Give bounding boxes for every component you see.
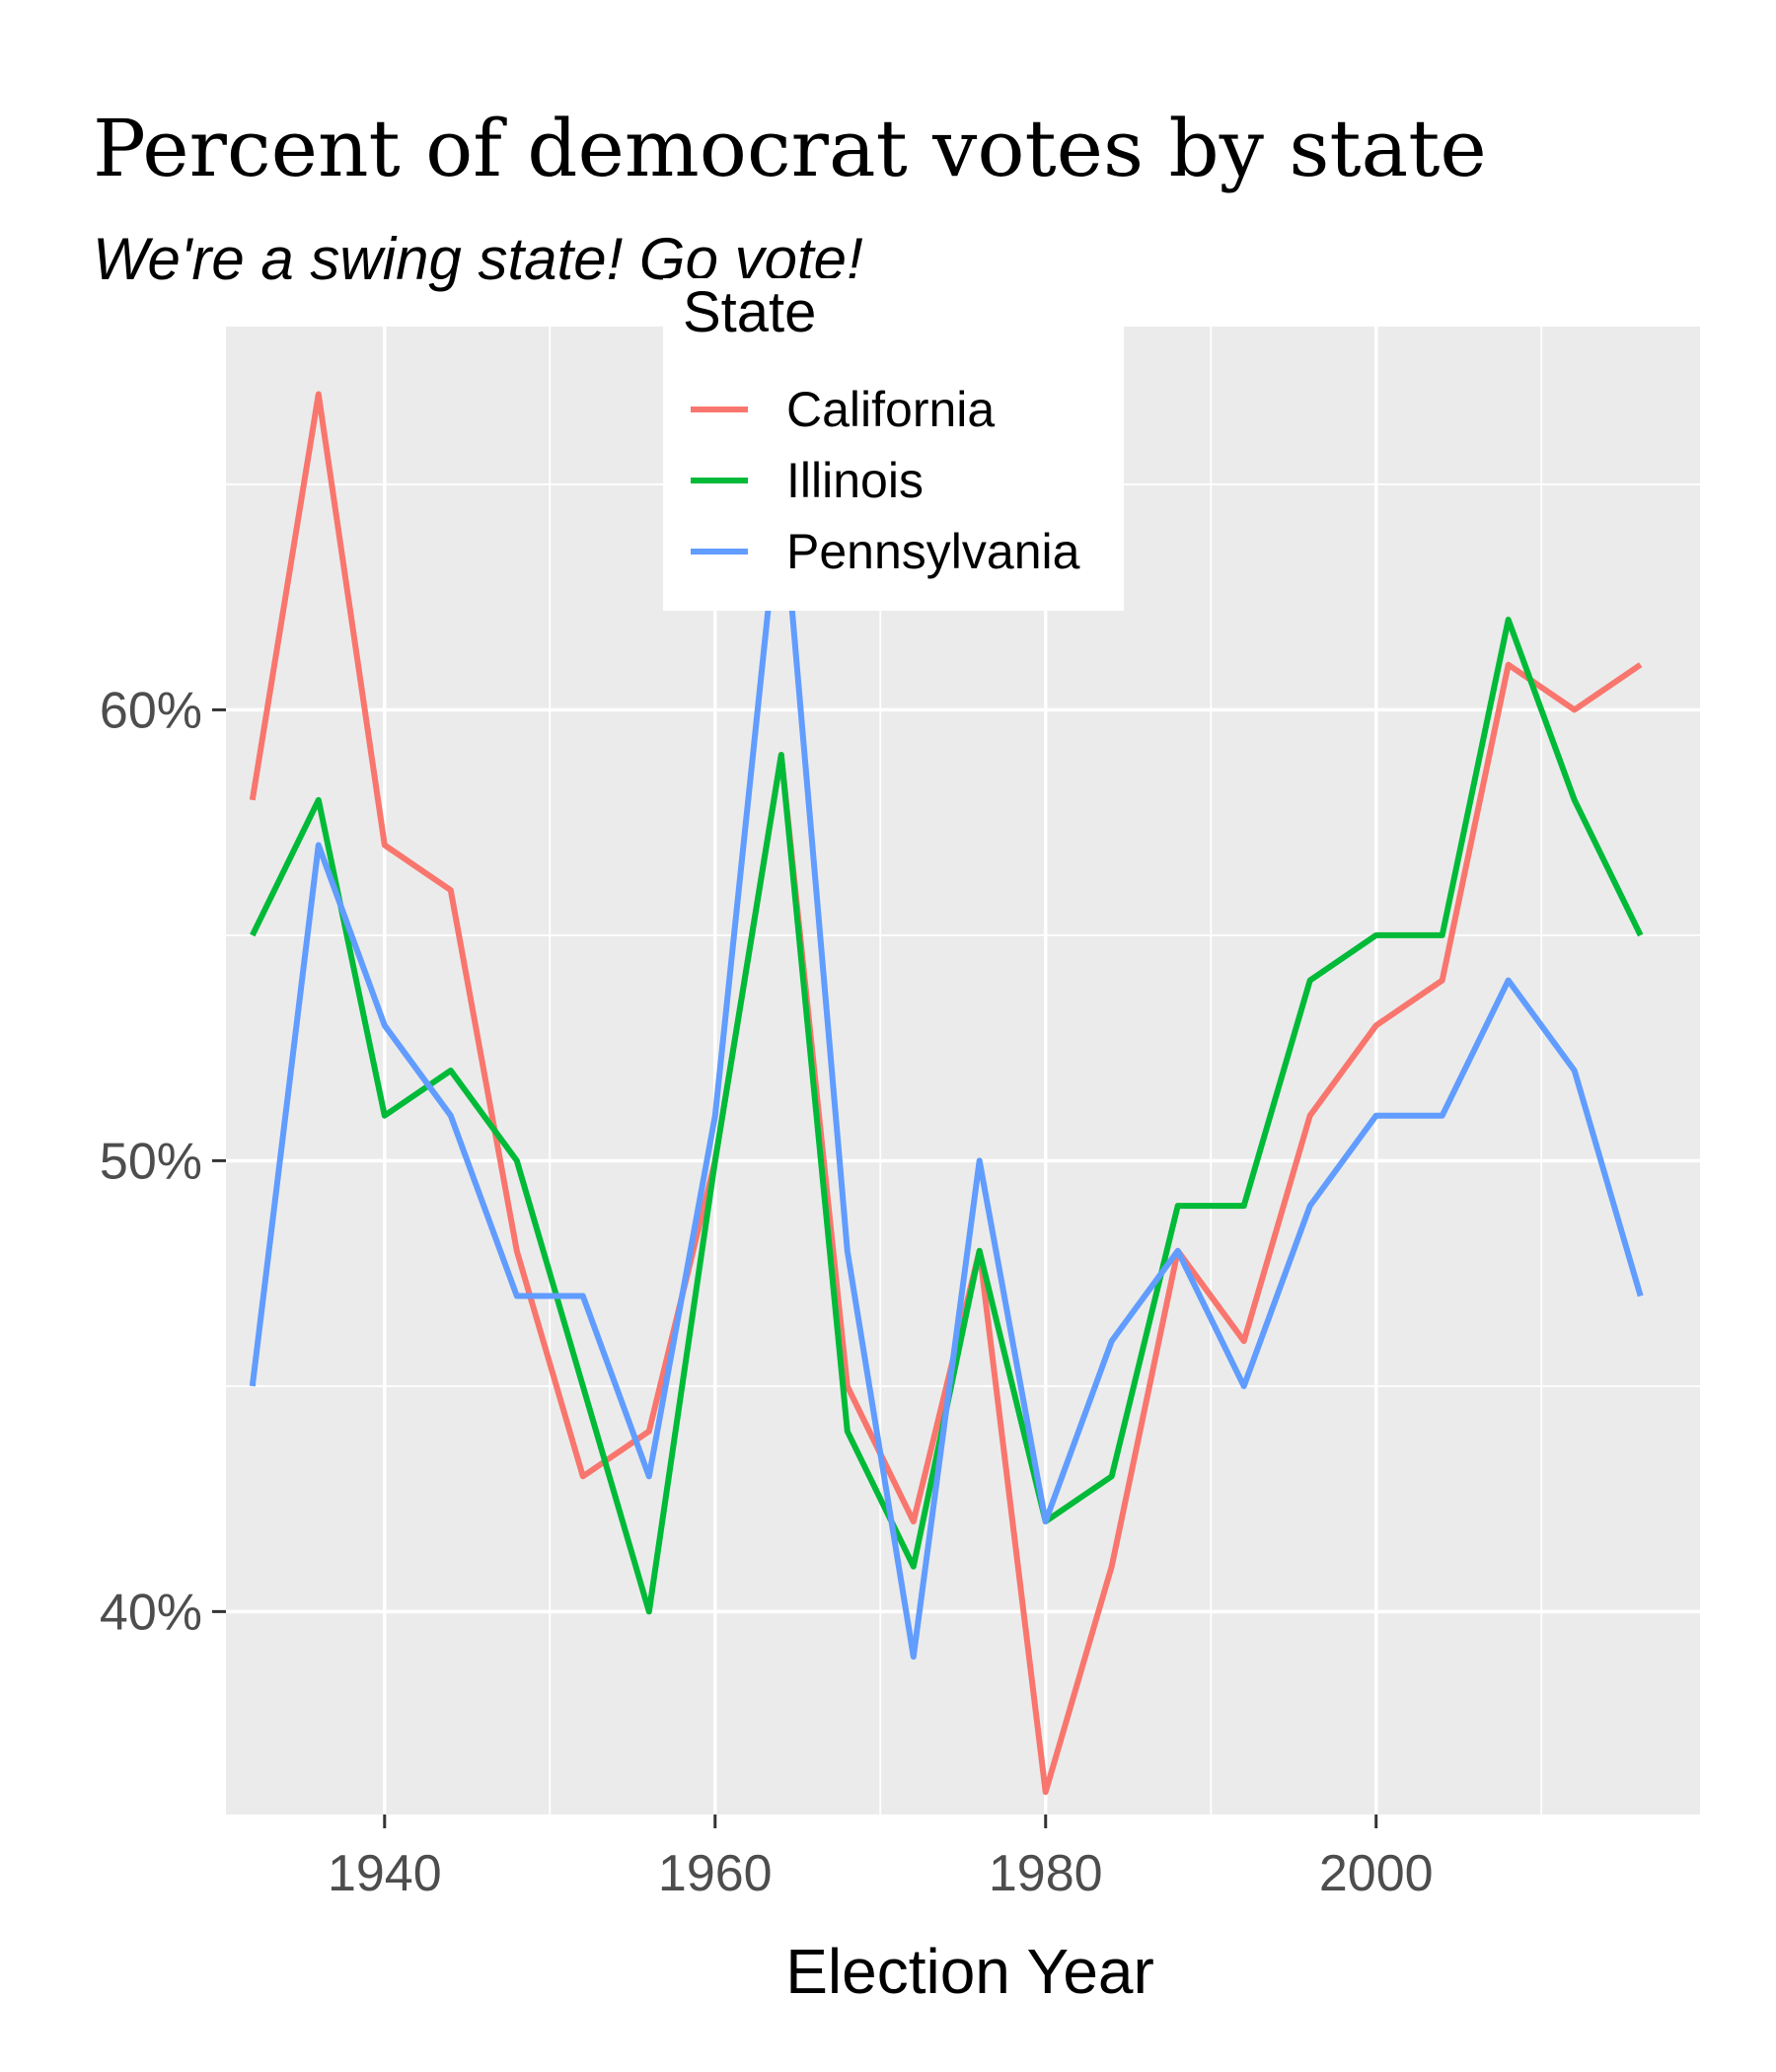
y-tick-label: 40% [100,1584,202,1641]
legend: State California Illinois Pennsylvania [663,278,1124,611]
chart-title: Percent of democrat votes by state [93,103,1487,194]
x-tick-label: 1960 [658,1845,773,1902]
legend-box [663,278,1124,611]
x-tick-label: 1980 [989,1845,1103,1902]
x-tick-label: 2000 [1319,1845,1434,1902]
legend-label-pennsylvania: Pennsylvania [786,524,1080,579]
y-tick-label: 60% [100,682,202,739]
y-tick-label: 50% [100,1133,202,1190]
legend-label-illinois: Illinois [786,453,924,508]
series-line-california [249,391,1643,1796]
x-axis-title: Election Year [785,1936,1154,2007]
series-lines [249,391,1644,1796]
legend-items: California Illinois Pennsylvania [691,382,1080,579]
major-gridlines [226,327,1700,1814]
legend-title: State [683,280,816,344]
series-line-pennsylvania [249,481,1644,1661]
legend-label-california: California [786,382,995,437]
x-tick-label: 1940 [328,1845,442,1902]
y-axis: 40% 50% 60% [100,682,226,1641]
x-axis: 1940 1960 1980 2000 [328,1814,1434,1902]
